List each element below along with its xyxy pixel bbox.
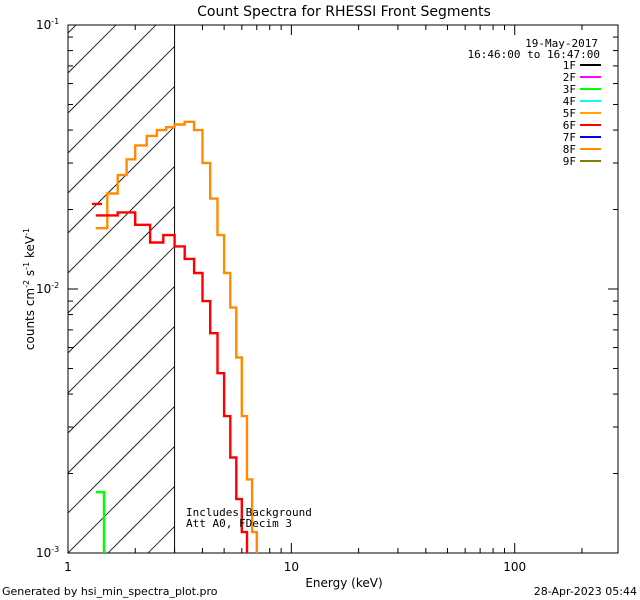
chart-title: Count Spectra for RHESSI Front Segments: [197, 4, 491, 20]
spectrum-series-line: [95, 491, 106, 553]
hatch-line: [68, 25, 237, 194]
axis-ticks: [67, 25, 618, 554]
footer-timestamp: 28-Apr-2023 05:44: [534, 585, 637, 598]
background-hatched-region: [68, 25, 640, 553]
legend-label: 8F: [563, 143, 576, 156]
legend-label: 1F: [563, 59, 576, 72]
legend-label: 5F: [563, 107, 576, 120]
y-axis-label: counts cm-2 s-1 keV-1: [22, 228, 37, 350]
legend-label: 4F: [563, 95, 576, 108]
y-tick-label: 10-3: [36, 545, 59, 560]
footer-generated-by: Generated by hsi_min_spectra_plot.pro: [2, 585, 218, 598]
annotation-attenuator: Att A0, FDecim 3: [186, 517, 292, 530]
x-tick-label: 100: [503, 560, 526, 574]
hatch-line: [628, 25, 640, 553]
spectra-series: [91, 120, 258, 553]
observation-date: 19-May-2017: [525, 37, 598, 50]
time-range: 16:46:00 to 16:47:00: [468, 48, 600, 61]
legend-label: 2F: [563, 71, 576, 84]
spectrum-series-line: [95, 211, 249, 553]
legend-label: 3F: [563, 83, 576, 96]
x-tick-label: 10: [284, 560, 299, 574]
legend-label: 6F: [563, 119, 576, 132]
legend-label: 7F: [563, 131, 576, 144]
y-tick-label: 10-1: [36, 17, 59, 32]
y-tick-labels: 10-1 10-2 10-3: [36, 17, 59, 560]
x-tick-labels: 1 10 100: [64, 560, 526, 574]
y-tick-label: 10-2: [36, 281, 59, 296]
annotation-background: Includes Background: [186, 506, 312, 519]
x-tick-label: 1: [64, 560, 72, 574]
spectrum-series-line: [95, 120, 258, 553]
hatch-line: [68, 25, 197, 154]
x-axis-label: Energy (keV): [305, 576, 382, 590]
hatch-mask: [174, 25, 618, 553]
legend-label: 9F: [563, 155, 576, 168]
